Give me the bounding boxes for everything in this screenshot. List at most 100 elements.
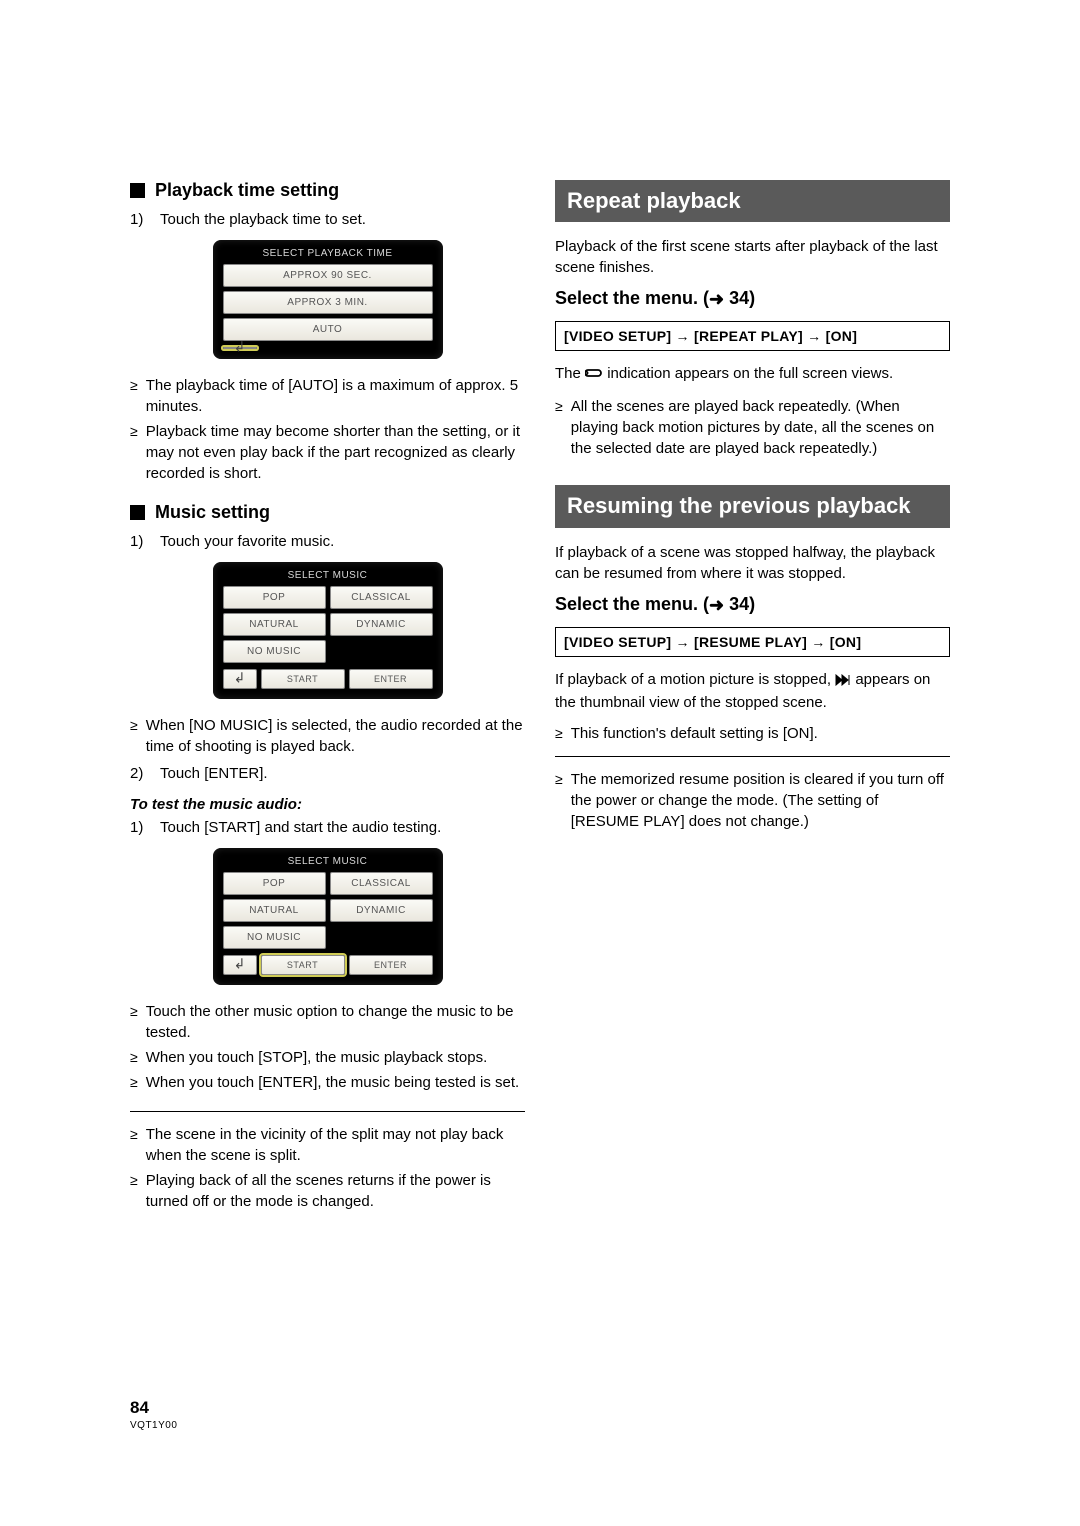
bullet-item: ≥ The playback time of [AUTO] is a maxim… xyxy=(130,375,525,417)
option-classical[interactable]: CLASSICAL xyxy=(330,586,433,609)
bullet-item: ≥ When you touch [STOP], the music playb… xyxy=(130,1047,525,1068)
menu-path-box: [VIDEO SETUP] → [RESUME PLAY] → [ON] xyxy=(555,627,950,657)
bullet-icon: ≥ xyxy=(555,396,563,459)
square-bullet-icon xyxy=(130,183,145,198)
step-text: Touch the playback time to set. xyxy=(160,209,366,230)
heading-text: Music setting xyxy=(155,502,270,523)
option-pop[interactable]: POP xyxy=(223,872,326,895)
panel-bottom-bar: ↲ START ENTER xyxy=(223,669,433,689)
select-music-panel: SELECT MUSIC POP CLASSICAL NATURAL DYNAM… xyxy=(213,562,443,699)
bullet-text: Touch the other music option to change t… xyxy=(146,1001,525,1043)
bullet-item: ≥ The scene in the vicinity of the split… xyxy=(130,1124,525,1166)
option-list: APPROX 90 SEC. APPROX 3 MIN. AUTO xyxy=(223,264,433,341)
bullet-text: The memorized resume position is cleared… xyxy=(571,769,950,832)
bullet-text: When [NO MUSIC] is selected, the audio r… xyxy=(146,715,525,757)
option-natural[interactable]: NATURAL xyxy=(223,613,326,636)
option-grid: POP CLASSICAL NATURAL DYNAMIC xyxy=(223,586,433,636)
select-playback-time-panel: SELECT PLAYBACK TIME APPROX 90 SEC. APPR… xyxy=(213,240,443,359)
select-menu-line: Select the menu. (➜ 34) xyxy=(555,594,950,615)
panel-title: SELECT MUSIC xyxy=(223,856,433,867)
divider xyxy=(130,1111,525,1112)
step-number: 1) xyxy=(130,209,148,230)
option-classical[interactable]: CLASSICAL xyxy=(330,872,433,895)
step-number: 1) xyxy=(130,531,148,552)
bullet-item: ≥ The memorized resume position is clear… xyxy=(555,769,950,832)
bullet-icon: ≥ xyxy=(555,723,563,744)
resume-icon xyxy=(835,671,851,692)
back-button[interactable]: ↲ xyxy=(223,347,257,349)
bullet-list: ≥ The memorized resume position is clear… xyxy=(555,769,950,832)
panel-bottom-bar: ↲ xyxy=(223,347,433,349)
playback-time-heading: Playback time setting xyxy=(130,180,525,201)
bullet-icon: ≥ xyxy=(130,1047,138,1068)
panel-bottom-bar: ↲ START ENTER xyxy=(223,955,433,975)
bullet-icon: ≥ xyxy=(130,375,138,417)
option-dynamic[interactable]: DYNAMIC xyxy=(330,899,433,922)
bullet-icon: ≥ xyxy=(130,421,138,484)
text-pre: The xyxy=(555,365,585,382)
select-menu-page: 34) xyxy=(724,594,755,614)
bullet-list: ≥ This function's default setting is [ON… xyxy=(555,723,950,744)
select-menu-line: Select the menu. (➜ 34) xyxy=(555,288,950,309)
bullet-item: ≥ Playback time may become shorter than … xyxy=(130,421,525,484)
select-menu-text: Select the menu. ( xyxy=(555,594,709,614)
step-list: 1) Touch [START] and start the audio tes… xyxy=(130,817,525,838)
bullet-icon: ≥ xyxy=(555,769,563,832)
text-post: indication appears on the full screen vi… xyxy=(607,365,893,382)
back-button[interactable]: ↲ xyxy=(223,955,257,975)
right-column: Repeat playback Playback of the first sc… xyxy=(555,180,950,1230)
step-row: 1) Touch [START] and start the audio tes… xyxy=(130,817,525,838)
bullet-text: Playing back of all the scenes returns i… xyxy=(146,1170,525,1212)
step-number: 1) xyxy=(130,817,148,838)
bullet-item: ≥ All the scenes are played back repeate… xyxy=(555,396,950,459)
music-setting-heading: Music setting xyxy=(130,502,525,523)
start-button[interactable]: START xyxy=(261,669,345,689)
option-dynamic[interactable]: DYNAMIC xyxy=(330,613,433,636)
option-grid: POP CLASSICAL NATURAL DYNAMIC xyxy=(223,872,433,922)
option-3min[interactable]: APPROX 3 MIN. xyxy=(223,291,433,314)
bullet-list: ≥ The playback time of [AUTO] is a maxim… xyxy=(130,375,525,484)
step-row: 1) Touch your favorite music. xyxy=(130,531,525,552)
left-column: Playback time setting 1) Touch the playb… xyxy=(130,180,525,1230)
option-90sec[interactable]: APPROX 90 SEC. xyxy=(223,264,433,287)
bullet-text: The playback time of [AUTO] is a maximum… xyxy=(146,375,525,417)
bullet-item: ≥ Playing back of all the scenes returns… xyxy=(130,1170,525,1212)
option-natural[interactable]: NATURAL xyxy=(223,899,326,922)
return-icon: ↲ xyxy=(234,670,246,687)
bullet-text: When you touch [ENTER], the music being … xyxy=(146,1072,520,1093)
divider xyxy=(555,756,950,757)
step-text: Touch [ENTER]. xyxy=(160,763,268,784)
start-button[interactable]: START xyxy=(261,955,345,975)
step-text: Touch your favorite music. xyxy=(160,531,334,552)
resuming-playback-heading: Resuming the previous playback xyxy=(555,485,950,527)
no-music-row: NO MUSIC xyxy=(223,926,433,949)
bullet-item: ≥ When you touch [ENTER], the music bein… xyxy=(130,1072,525,1093)
bullet-text: This function's default setting is [ON]. xyxy=(571,723,818,744)
page-number: 84 xyxy=(130,1398,177,1418)
heading-text: Playback time setting xyxy=(155,180,339,201)
bullet-text: Playback time may become shorter than th… xyxy=(146,421,525,484)
select-music-panel-testing: SELECT MUSIC POP CLASSICAL NATURAL DYNAM… xyxy=(213,848,443,985)
enter-button[interactable]: ENTER xyxy=(349,955,433,975)
step-list: 2) Touch [ENTER]. xyxy=(130,763,525,784)
menu-path-box: [VIDEO SETUP] → [REPEAT PLAY] → [ON] xyxy=(555,321,950,351)
bullet-list: ≥ All the scenes are played back repeate… xyxy=(555,396,950,459)
step-row: 2) Touch [ENTER]. xyxy=(130,763,525,784)
step-list: 1) Touch the playback time to set. xyxy=(130,209,525,230)
enter-button[interactable]: ENTER xyxy=(349,669,433,689)
option-auto[interactable]: AUTO xyxy=(223,318,433,341)
option-no-music[interactable]: NO MUSIC xyxy=(223,640,326,663)
bullet-list: ≥ When [NO MUSIC] is selected, the audio… xyxy=(130,715,525,757)
option-pop[interactable]: POP xyxy=(223,586,326,609)
link-arrow-icon: ➜ xyxy=(709,595,724,616)
bullet-item: ≥ This function's default setting is [ON… xyxy=(555,723,950,744)
step-row: 1) Touch the playback time to set. xyxy=(130,209,525,230)
step-list: 1) Touch your favorite music. xyxy=(130,531,525,552)
bullet-icon: ≥ xyxy=(130,1170,138,1212)
page-footer: 84 VQT1Y00 xyxy=(130,1398,177,1431)
bullet-text: When you touch [STOP], the music playbac… xyxy=(146,1047,488,1068)
back-button[interactable]: ↲ xyxy=(223,669,257,689)
option-no-music[interactable]: NO MUSIC xyxy=(223,926,326,949)
body-text: If playback of a motion picture is stopp… xyxy=(555,669,950,713)
square-bullet-icon xyxy=(130,505,145,520)
